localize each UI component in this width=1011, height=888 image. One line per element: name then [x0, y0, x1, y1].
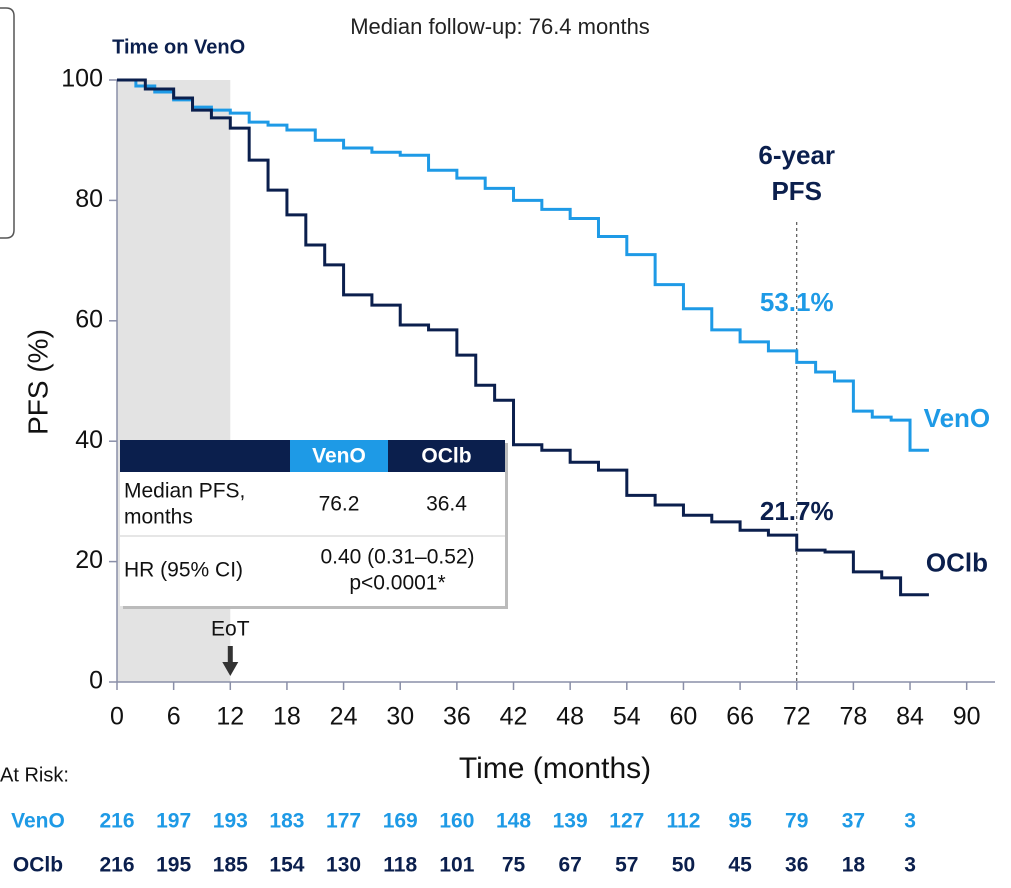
chart-title: Median follow-up: 76.4 months — [350, 14, 650, 39]
x-axis-title: Time (months) — [459, 752, 651, 785]
at-risk-count: 57 — [615, 854, 638, 877]
y-tick-label: 60 — [75, 305, 103, 333]
at-risk-count: 169 — [383, 810, 418, 833]
at-risk-count: 185 — [213, 854, 248, 877]
x-tick-label: 78 — [839, 703, 867, 731]
at-risk-name: VenO — [11, 810, 65, 833]
km-curve — [117, 78, 929, 597]
at-risk-count: 216 — [99, 810, 134, 833]
at-risk-count: 50 — [672, 854, 695, 877]
x-tick-label: 90 — [953, 703, 981, 731]
at-risk-count: 101 — [439, 854, 474, 877]
table-cell: 0.40 (0.31–0.52) — [320, 546, 474, 569]
at-risk-count: 197 — [156, 810, 191, 833]
at-risk-name: OClb — [13, 854, 63, 877]
at-risk-count: 112 — [667, 810, 701, 833]
at-risk-count: 3 — [904, 810, 916, 833]
at-risk-count: 3 — [904, 854, 916, 877]
x-tick-label: 12 — [216, 703, 244, 731]
x-tick-label: 60 — [670, 703, 698, 731]
at-risk-count: 130 — [326, 854, 361, 877]
y-tick-label: 40 — [75, 426, 103, 454]
table-row-label: HR (95% CI) — [124, 559, 243, 582]
at-risk-count: 160 — [439, 810, 474, 833]
x-tick-label: 18 — [273, 703, 301, 731]
x-tick-label: 42 — [500, 703, 528, 731]
eot-label: EoT — [211, 618, 250, 641]
shade-label: Time on VenO — [112, 36, 245, 58]
at-risk-count: 183 — [269, 810, 304, 833]
landmark-value: 21.7% — [760, 496, 834, 526]
at-risk-count: 18 — [842, 854, 866, 877]
y-tick-label: 100 — [61, 65, 103, 93]
at-risk-count: 139 — [553, 810, 588, 833]
at-risk-count: 195 — [156, 854, 191, 877]
x-tick-label: 30 — [386, 703, 414, 731]
at-risk-count: 45 — [728, 854, 752, 877]
table-header-text: VenO — [312, 445, 366, 468]
at-risk-count: 193 — [213, 810, 248, 833]
table-cell: 76.2 — [319, 493, 360, 516]
y-tick-label: 0 — [89, 667, 103, 695]
y-tick-label: 20 — [75, 546, 103, 574]
x-tick-label: 0 — [110, 703, 124, 731]
landmark-label: 6-year — [758, 140, 835, 170]
km-curve — [117, 78, 929, 452]
side-box — [0, 7, 15, 239]
at-risk-count: 177 — [326, 810, 361, 833]
x-tick-label: 24 — [330, 703, 358, 731]
y-tick-label: 80 — [75, 185, 103, 213]
y-axis-title: PFS (%) — [22, 329, 53, 435]
table-header-text: OClb — [421, 445, 471, 468]
eot-arrow-head — [222, 662, 239, 676]
series-label: VenO — [924, 403, 990, 433]
x-tick-label: 84 — [896, 703, 924, 731]
at-risk-title: At Risk: — [0, 764, 69, 786]
at-risk-count: 67 — [558, 854, 581, 877]
at-risk-count: 79 — [785, 810, 808, 833]
table-cell: 36.4 — [426, 493, 467, 516]
at-risk-count: 154 — [269, 854, 304, 877]
at-risk-count: 36 — [785, 854, 808, 877]
at-risk-count: 37 — [842, 810, 865, 833]
x-tick-label: 48 — [556, 703, 584, 731]
landmark-label: PFS — [771, 176, 822, 206]
x-tick-label: 54 — [613, 703, 641, 731]
table-header-cell — [290, 440, 388, 472]
at-risk-count: 148 — [496, 810, 531, 833]
at-risk-count: 216 — [99, 854, 134, 877]
at-risk-count: 75 — [502, 854, 526, 877]
x-tick-label: 66 — [726, 703, 754, 731]
at-risk-count: 118 — [383, 854, 417, 877]
table-row-label: months — [124, 506, 193, 529]
at-risk-count: 95 — [728, 810, 752, 833]
table-cell: p<0.0001* — [349, 572, 445, 595]
table-row-label: Median PFS, — [124, 480, 245, 503]
landmark-value: 53.1% — [760, 287, 834, 317]
at-risk-count: 127 — [609, 810, 644, 833]
x-tick-label: 72 — [783, 703, 811, 731]
x-tick-label: 36 — [443, 703, 471, 731]
series-label: OClb — [926, 548, 988, 578]
x-tick-label: 6 — [167, 703, 181, 731]
